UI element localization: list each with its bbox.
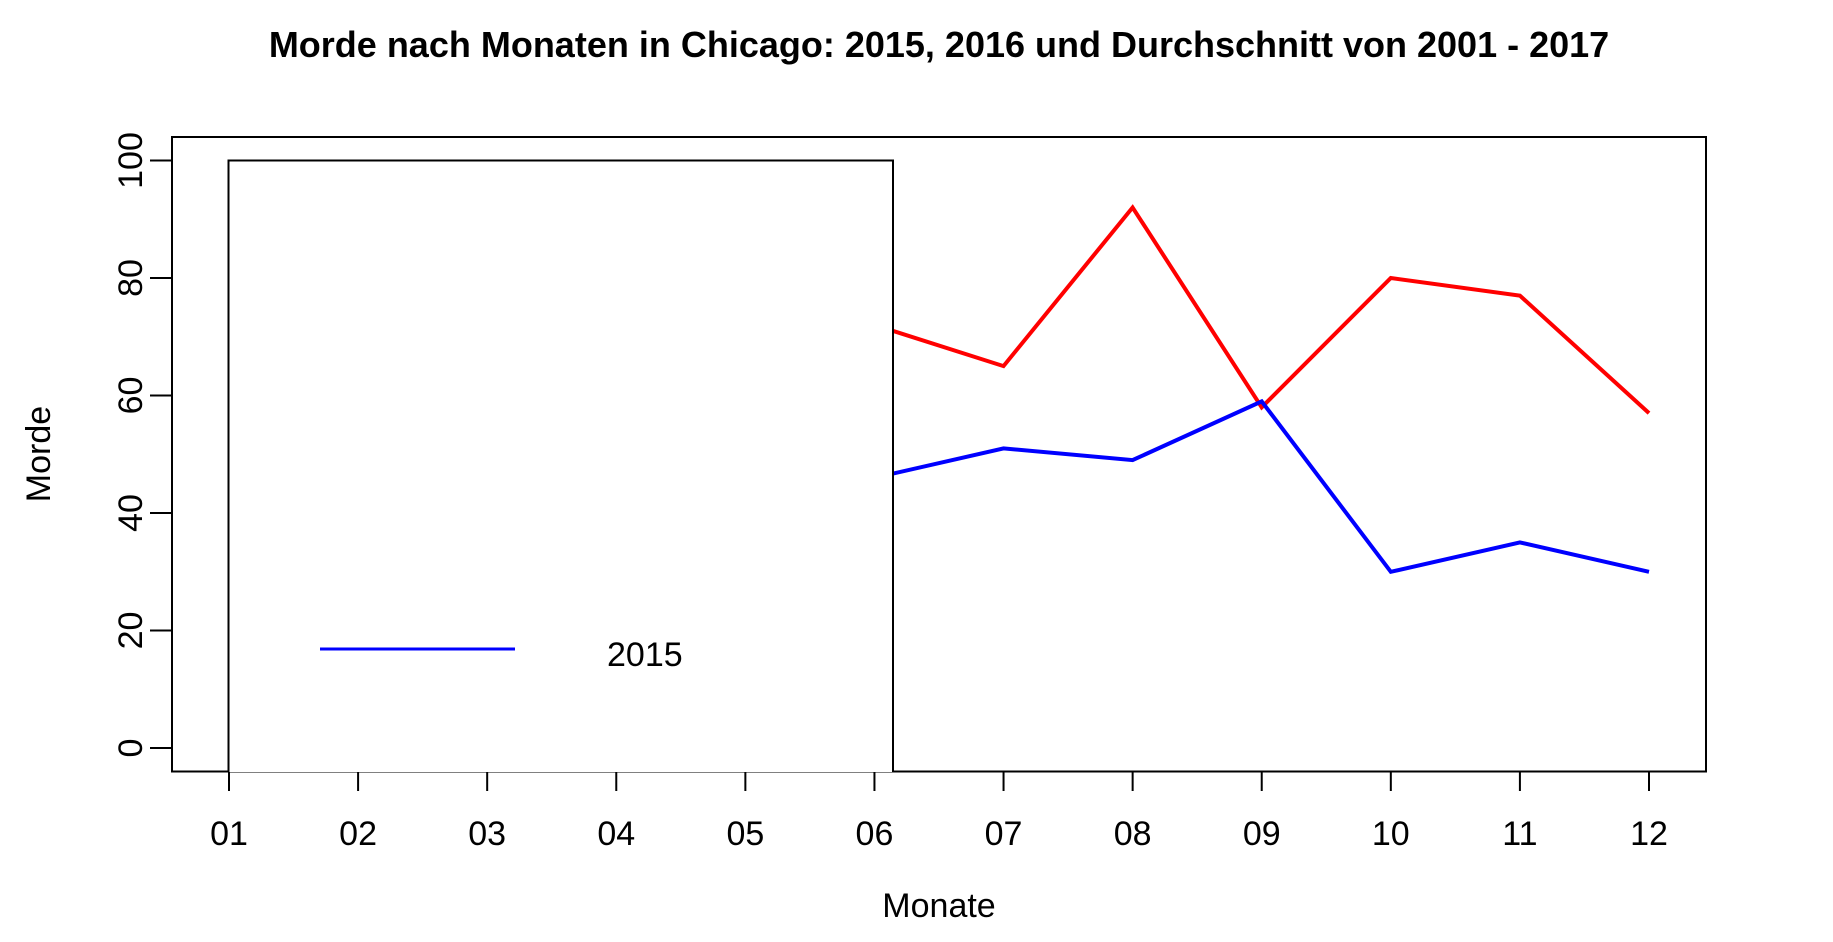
legend-label-2015: 2015 [607,636,683,674]
x-tick-label-11: 11 [1502,815,1537,853]
x-tick-label-09: 09 [1243,815,1281,853]
legend-box-background [228,160,893,772]
x-tick-label-10: 10 [1372,815,1410,853]
y-axis-title: Morde [20,406,58,502]
y-tick-label-40: 40 [112,494,150,532]
chart-title: Morde nach Monaten in Chicago: 2015, 201… [269,24,1609,65]
x-tick-label-08: 08 [1114,815,1152,853]
x-tick-label-07: 07 [985,815,1023,853]
legend-box-border [227,159,894,772]
y-tick-label-0: 0 [112,739,150,758]
y-tick-label-60: 60 [112,377,150,415]
red-line [873,204,1651,415]
y-tick-label-80: 80 [112,259,150,297]
x-tick-label-03: 03 [468,815,506,853]
blue-line [874,398,1650,575]
data-series-group [873,204,1651,575]
x-tick-label-04: 04 [597,815,635,853]
x-axis: 01 02 03 04 05 06 07 08 09 10 11 12 [210,772,1668,853]
y-axis: 0 20 40 60 80 100 [112,132,172,757]
y-tick-label-20: 20 [112,612,150,650]
y-tick-label-100: 100 [112,132,150,189]
x-tick-label-02: 02 [339,815,377,853]
x-tick-label-12: 12 [1630,815,1668,853]
x-tick-label-06: 06 [856,815,894,853]
x-axis-title: Monate [882,887,995,925]
x-tick-label-01: 01 [210,815,248,853]
x-tick-label-05: 05 [726,815,764,853]
